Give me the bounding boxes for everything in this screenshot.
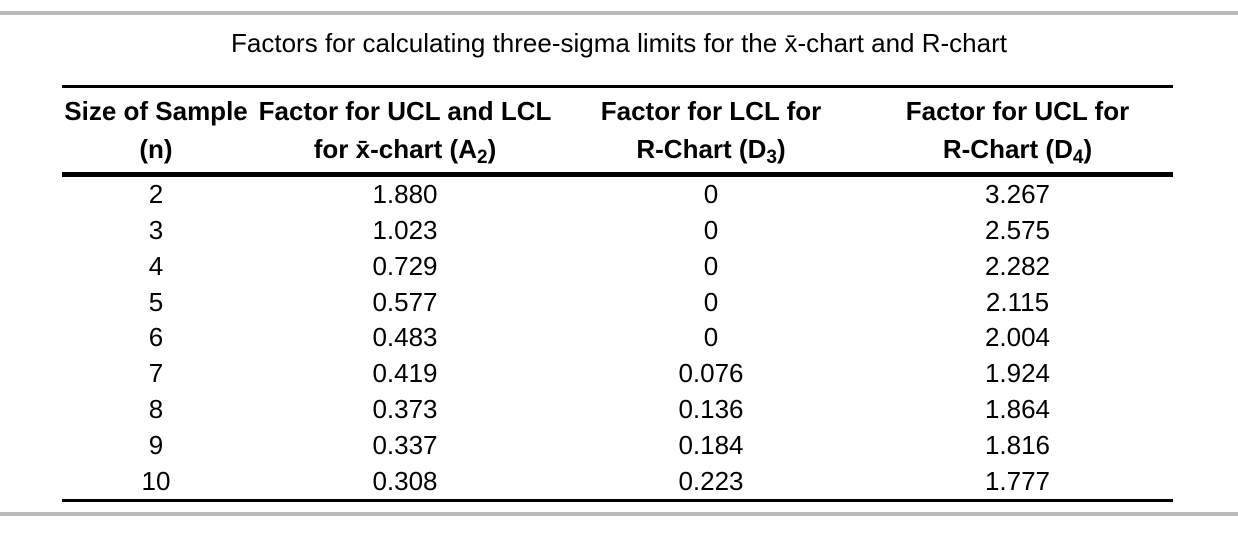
cell-n: 5 [148, 286, 164, 317]
header-divider [62, 172, 1173, 177]
table-row: 7 0.419 0.076 1.924 [62, 356, 1173, 392]
col-header-line2: R-Chart (D3) [636, 134, 786, 168]
col-header-d4-factor: Factor for UCL for R-Chart (D4) [862, 88, 1173, 172]
cell-d4: 2.115 [985, 286, 1050, 317]
col-header-a2-factor: Factor for UCL and LCL for x̄-chart (A2) [250, 88, 560, 172]
top-divider [0, 11, 1238, 15]
cell-a2: 1.023 [372, 215, 438, 246]
col-header-line1: Factor for UCL for [905, 96, 1130, 126]
cell-d4: 1.777 [984, 465, 1051, 496]
page-title: Factors for calculating three-sigma limi… [231, 28, 1007, 58]
cell-d4: 1.924 [984, 358, 1051, 389]
table-row: 6 0.483 0 2.004 [62, 320, 1173, 356]
cell-a2: 0.337 [372, 429, 438, 460]
col-header-line2: for x̄-chart (A2) [313, 134, 497, 168]
cell-n: 6 [148, 322, 164, 353]
cell-n: 4 [148, 250, 164, 281]
cell-n: 8 [148, 393, 164, 424]
cell-n: 7 [148, 358, 164, 389]
cell-n: 2 [148, 179, 164, 210]
table-row: 4 0.729 0 2.282 [62, 249, 1173, 285]
subscript: 2 [477, 147, 488, 168]
table-row: 9 0.337 0.184 1.816 [62, 427, 1173, 463]
cell-d4: 1.816 [984, 429, 1051, 460]
col-header-line2: R-Chart (D4) [942, 134, 1093, 168]
cell-d3: 0.136 [678, 393, 744, 424]
cell-d3: 0 [703, 322, 719, 353]
col-header-d3-factor: Factor for LCL for R-Chart (D3) [560, 88, 862, 172]
cell-a2: 1.880 [372, 179, 438, 210]
cell-n: 3 [148, 215, 164, 246]
col-header-line1: Factor for LCL for [600, 96, 822, 126]
bottom-divider [0, 512, 1238, 516]
cell-d3: 0.076 [678, 358, 744, 389]
cell-a2: 0.373 [372, 393, 438, 424]
subscript: 3 [766, 147, 777, 168]
cell-a2: 0.483 [372, 322, 438, 353]
table-row: 2 1.880 0 3.267 [62, 177, 1173, 213]
table-row: 5 0.577 0 2.115 [62, 284, 1173, 320]
subscript: 4 [1072, 147, 1084, 168]
cell-d4: 1.864 [984, 393, 1051, 424]
cell-a2: 0.419 [372, 358, 438, 389]
factors-table: Size of Sample (n) Factor for UCL and LC… [62, 85, 1173, 502]
cell-a2: 0.577 [372, 286, 438, 317]
cell-n: 10 [141, 465, 171, 496]
cell-d4: 2.282 [984, 250, 1051, 281]
cell-d3: 0 [703, 179, 719, 210]
cell-d3: 0 [703, 286, 719, 317]
cell-d3: 0.184 [678, 429, 744, 460]
cell-d3: 0 [703, 250, 719, 281]
table-row: 3 1.023 0 2.575 [62, 213, 1173, 249]
table-body: 2 1.880 0 3.267 3 1.023 0 2.575 4 0.729 … [62, 177, 1173, 502]
cell-a2: 0.729 [372, 250, 438, 281]
col-header-line1: Size of Sample [64, 96, 248, 126]
table-header-row: Size of Sample (n) Factor for UCL and LC… [62, 88, 1173, 172]
cell-d4: 3.267 [984, 179, 1051, 210]
table-row: 10 0.308 0.223 1.777 [62, 463, 1173, 499]
table-row: 8 0.373 0.136 1.864 [62, 392, 1173, 428]
col-header-sample-size: Size of Sample (n) [62, 88, 250, 172]
cell-a2: 0.308 [372, 465, 438, 496]
cell-d3: 0 [703, 215, 719, 246]
cell-n: 9 [148, 429, 164, 460]
col-header-line2: (n) [139, 134, 173, 164]
cell-d4: 2.004 [984, 322, 1051, 353]
col-header-line1: Factor for UCL and LCL [258, 96, 552, 126]
cell-d4: 2.575 [984, 215, 1051, 246]
cell-d3: 0.223 [678, 465, 744, 496]
